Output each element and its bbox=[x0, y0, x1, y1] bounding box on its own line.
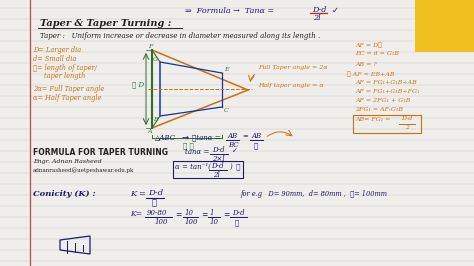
Text: =: = bbox=[175, 210, 182, 219]
Text: ℓ= length of taper/: ℓ= length of taper/ bbox=[33, 64, 97, 72]
Text: Engr. Adnan Rasheed: Engr. Adnan Rasheed bbox=[33, 159, 101, 164]
Text: K =: K = bbox=[130, 190, 146, 198]
Bar bbox=[173, 161, 243, 178]
Text: α = tan⁻¹(: α = tan⁻¹( bbox=[175, 163, 211, 171]
Text: ✓ AF = EB+AB: ✓ AF = EB+AB bbox=[347, 71, 394, 77]
Text: tanα =: tanα = bbox=[185, 148, 210, 156]
Text: EC = d = G₁B: EC = d = G₁B bbox=[355, 51, 399, 56]
Text: AB = ?: AB = ? bbox=[355, 62, 377, 67]
Text: 2FG₁ = AF-G₁B: 2FG₁ = AF-G₁B bbox=[355, 107, 403, 112]
Text: 10: 10 bbox=[185, 209, 194, 217]
Text: Conicity (K) :: Conicity (K) : bbox=[33, 190, 96, 198]
Text: AF = FG₁+G₁B+FG₁: AF = FG₁+G₁B+FG₁ bbox=[355, 89, 419, 94]
Text: △ABC: △ABC bbox=[155, 133, 176, 141]
Text: Taper :   Uniform increase or decrease in diameter measured along its length .: Taper : Uniform increase or decrease in … bbox=[40, 32, 320, 40]
Text: D-d: D-d bbox=[312, 6, 327, 14]
Text: 1: 1 bbox=[210, 209, 215, 217]
Text: AB= FG₁ =: AB= FG₁ = bbox=[355, 117, 391, 122]
Text: AB: AB bbox=[228, 132, 238, 140]
Text: for e.g   D= 90mm,  d= 80mm ,  ℓ= 100mm: for e.g D= 90mm, d= 80mm , ℓ= 100mm bbox=[240, 190, 387, 198]
Text: 100: 100 bbox=[155, 218, 168, 226]
Text: adnanrasheed@uetpeshawar.edu.pk: adnanrasheed@uetpeshawar.edu.pk bbox=[33, 167, 134, 173]
Text: d= Small dia: d= Small dia bbox=[33, 55, 76, 63]
Text: ✓tanα =: ✓tanα = bbox=[192, 133, 220, 141]
Text: D-d: D-d bbox=[401, 116, 412, 121]
Text: F: F bbox=[148, 44, 152, 49]
Text: FORMULA FOR TAPER TURNING: FORMULA FOR TAPER TURNING bbox=[33, 148, 168, 157]
Text: )  ✓: ) ✓ bbox=[229, 163, 240, 171]
Text: ℓ ✓: ℓ ✓ bbox=[183, 141, 194, 149]
Text: Half taper angle = α: Half taper angle = α bbox=[258, 83, 324, 88]
Text: AB: AB bbox=[252, 132, 262, 140]
Text: →: → bbox=[182, 133, 189, 142]
Text: BC: BC bbox=[228, 141, 238, 149]
Text: D-d: D-d bbox=[212, 146, 225, 154]
Text: E: E bbox=[224, 67, 228, 72]
Text: K=: K= bbox=[130, 210, 142, 218]
Text: AF = FG₁+G₁B+AB: AF = FG₁+G₁B+AB bbox=[355, 80, 417, 85]
Text: =: = bbox=[242, 133, 248, 139]
Text: G: G bbox=[153, 57, 158, 62]
Text: =: = bbox=[223, 210, 229, 219]
Text: 2: 2 bbox=[405, 125, 409, 130]
Text: ✓: ✓ bbox=[232, 148, 238, 154]
Text: AF = 2FG₁ + G₁B: AF = 2FG₁ + G₁B bbox=[355, 98, 410, 103]
Text: ✓: ✓ bbox=[332, 6, 339, 15]
Text: ℓ: ℓ bbox=[152, 199, 157, 207]
Text: ℓ: ℓ bbox=[235, 218, 239, 226]
Text: ⇒  Formula →  Tanα =: ⇒ Formula → Tanα = bbox=[185, 7, 274, 15]
Text: 10: 10 bbox=[210, 218, 219, 226]
Text: Taper & Taper Turning :: Taper & Taper Turning : bbox=[40, 19, 172, 28]
Bar bbox=[415, 0, 474, 52]
Text: 2×l: 2×l bbox=[212, 155, 225, 163]
Text: D-d: D-d bbox=[232, 209, 245, 217]
Text: D= Larger dia: D= Larger dia bbox=[33, 46, 81, 54]
Text: A: A bbox=[147, 129, 152, 134]
Text: D-d: D-d bbox=[211, 162, 224, 170]
Text: Full Taper angle = 2α: Full Taper angle = 2α bbox=[258, 65, 328, 70]
Text: B: B bbox=[153, 117, 158, 122]
Text: 2α= Full Taper angle: 2α= Full Taper angle bbox=[33, 85, 104, 93]
Text: α= Half Taper angle: α= Half Taper angle bbox=[33, 94, 101, 102]
Text: 2l: 2l bbox=[313, 14, 320, 22]
Text: ✓ D: ✓ D bbox=[132, 80, 144, 88]
Text: 100: 100 bbox=[185, 218, 199, 226]
Text: AF = D✓: AF = D✓ bbox=[355, 42, 382, 48]
Bar bbox=[353, 115, 421, 133]
Text: ℓ: ℓ bbox=[254, 141, 258, 149]
Text: =: = bbox=[201, 210, 207, 219]
Text: C: C bbox=[224, 108, 229, 113]
Text: D-d: D-d bbox=[148, 189, 163, 197]
Text: 2l: 2l bbox=[213, 171, 220, 179]
Text: taper length: taper length bbox=[44, 72, 85, 80]
Text: 90-80: 90-80 bbox=[147, 209, 167, 217]
